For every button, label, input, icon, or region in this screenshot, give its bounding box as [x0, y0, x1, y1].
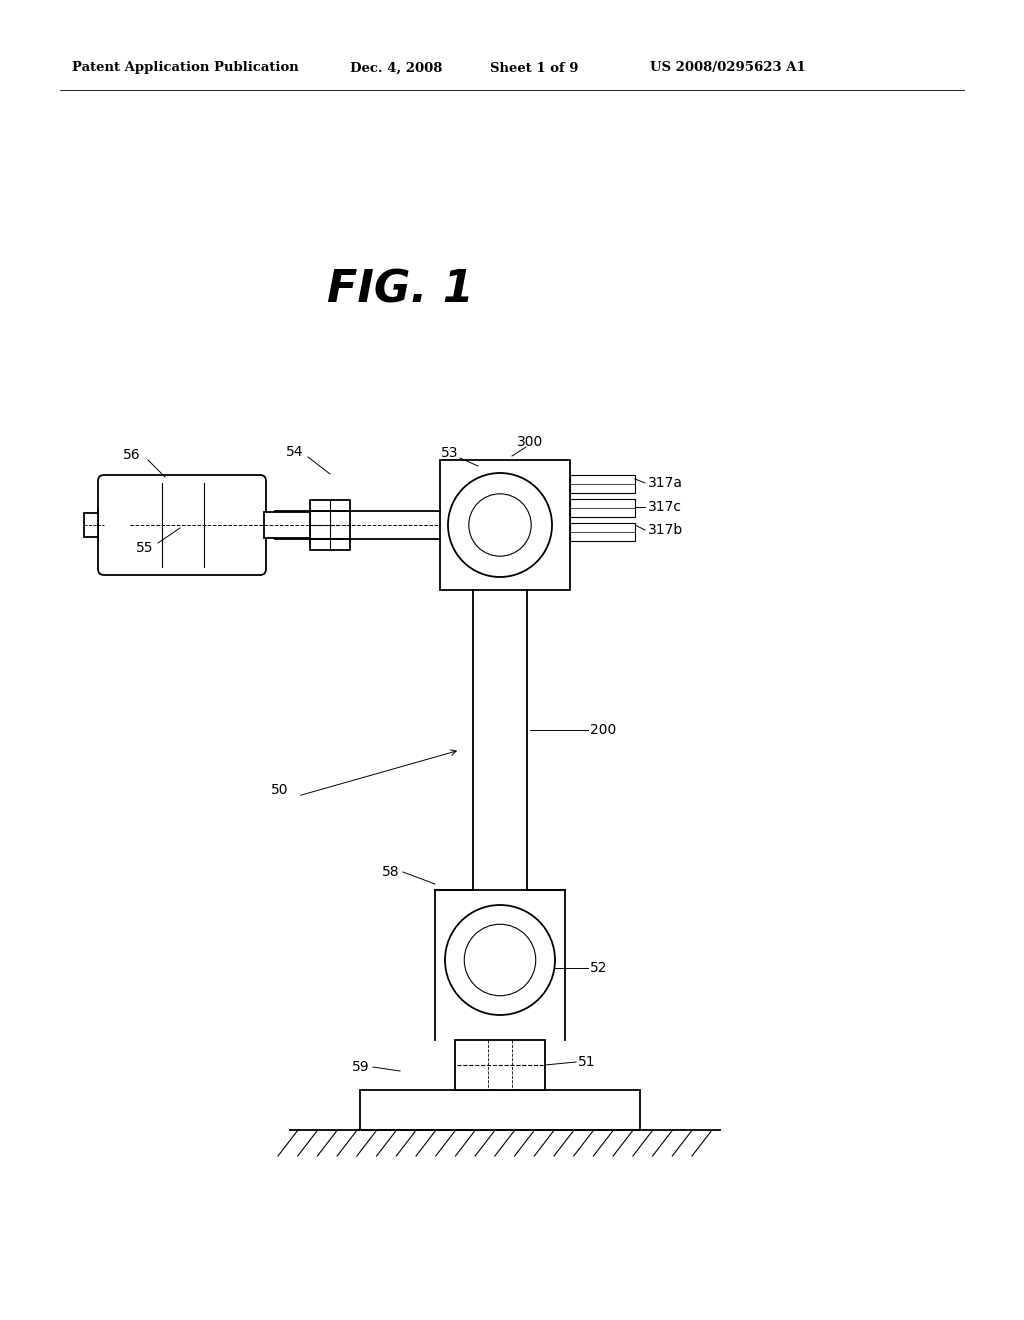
Bar — [440, 459, 570, 590]
Text: 55: 55 — [136, 541, 154, 554]
Text: 300: 300 — [517, 436, 543, 449]
Circle shape — [449, 473, 552, 577]
Circle shape — [445, 906, 555, 1015]
Text: 317b: 317b — [648, 523, 683, 537]
Text: 317a: 317a — [648, 477, 683, 490]
Bar — [455, 1040, 545, 1090]
Text: Sheet 1 of 9: Sheet 1 of 9 — [490, 62, 579, 74]
Text: Patent Application Publication: Patent Application Publication — [72, 62, 299, 74]
Text: Dec. 4, 2008: Dec. 4, 2008 — [350, 62, 442, 74]
Bar — [570, 475, 635, 492]
Text: 50: 50 — [271, 783, 289, 797]
Circle shape — [464, 924, 536, 995]
Bar — [84, 513, 98, 537]
Text: 58: 58 — [382, 865, 400, 879]
Text: 51: 51 — [578, 1055, 596, 1069]
Bar — [570, 499, 635, 517]
Text: 317c: 317c — [648, 500, 682, 513]
Text: 56: 56 — [123, 447, 141, 462]
Bar — [264, 512, 310, 539]
Bar — [570, 523, 635, 541]
Bar — [360, 1090, 640, 1130]
Text: FIG. 1: FIG. 1 — [327, 268, 473, 312]
Text: 53: 53 — [441, 446, 459, 459]
Text: 59: 59 — [352, 1060, 370, 1074]
Text: US 2008/0295623 A1: US 2008/0295623 A1 — [650, 62, 806, 74]
Circle shape — [469, 494, 531, 556]
Text: 52: 52 — [590, 961, 607, 975]
Text: 200: 200 — [590, 723, 616, 737]
Text: 54: 54 — [287, 445, 304, 459]
FancyBboxPatch shape — [98, 475, 266, 576]
Bar — [310, 500, 350, 550]
